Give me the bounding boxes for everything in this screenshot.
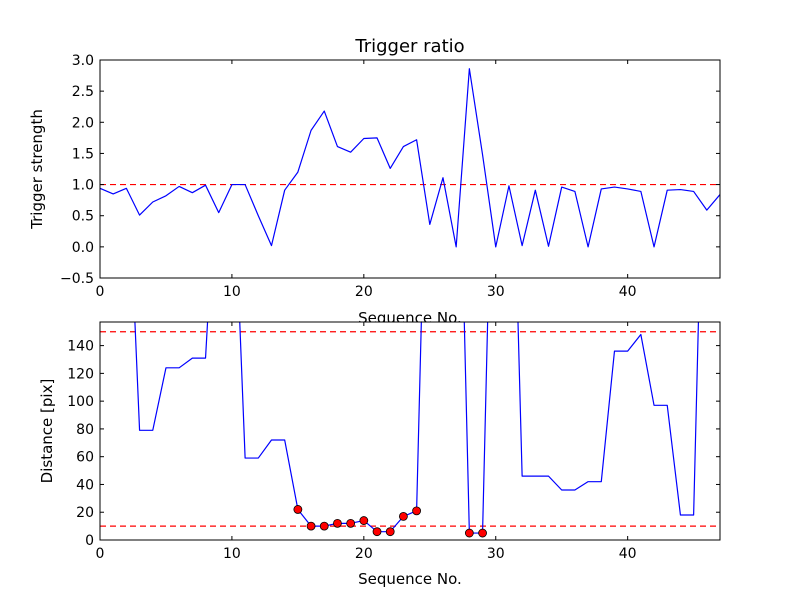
top-x-tick-label: 20	[355, 284, 373, 300]
top-chart: 0 10 20 30 40 −0.5 0.0 0.5 1.0 1.5 2.0 2.5 3.0 Trigg…	[28, 36, 721, 327]
bottom-data-point-marker	[478, 528, 487, 538]
bottom-x-tick-label: 40	[619, 546, 637, 562]
bottom-data-point-marker	[359, 516, 369, 525]
top-x-tick-label: 30	[487, 284, 505, 300]
bottom-plot-area	[100, 322, 720, 540]
bottom-y-tick-label: 120	[67, 366, 94, 382]
top-y-axis-label: Trigger strength	[28, 109, 46, 230]
top-plot-frame	[99, 59, 721, 279]
bottom-x-tick-label: 0	[96, 546, 105, 562]
top-y-tick-label: 3.0	[72, 53, 94, 69]
bottom-data-point-marker	[293, 505, 303, 514]
bottom-data-point-marker	[333, 518, 342, 528]
bottom-chart: 0 10 20 30 40 0 20 40 60 80 100 120 140 Sequence No.…	[38, 321, 721, 588]
bottom-x-tick-label: 20	[355, 546, 373, 562]
bottom-y-tick-label: 20	[76, 505, 94, 521]
bottom-x-axis-label: Sequence No.	[358, 570, 462, 588]
bottom-series-line	[134, 322, 700, 534]
bottom-y-tick-label: 140	[67, 339, 94, 355]
top-plot-area	[100, 60, 720, 278]
bottom-y-tick-label: 0	[85, 533, 94, 549]
bottom-y-axis-label: Distance [pix]	[38, 379, 56, 484]
bottom-y-tick-label: 60	[76, 450, 94, 466]
bottom-y-tick-label: 40	[76, 477, 94, 493]
top-y-tick-label: 2.0	[72, 115, 94, 131]
top-y-tick-label: −0.5	[60, 271, 94, 287]
top-y-tick-label: 0.0	[72, 240, 94, 256]
top-x-tick-label: 40	[619, 284, 637, 300]
top-y-tick-label: 2.5	[72, 84, 94, 100]
bottom-data-point-marker	[412, 506, 421, 516]
bottom-data-point-marker	[319, 521, 329, 531]
bottom-data-point-marker	[385, 527, 395, 537]
top-x-tick-label: 10	[223, 284, 241, 300]
top-x-tick-label: 0	[96, 284, 105, 300]
top-y-tick-label: 0.5	[72, 209, 94, 225]
top-y-tick-label: 1.5	[72, 146, 94, 162]
bottom-data-point-marker	[346, 518, 356, 528]
bottom-data-point-marker	[464, 528, 474, 538]
bottom-y-tick-label: 80	[76, 422, 94, 438]
bottom-x-tick-label: 10	[223, 546, 241, 562]
bottom-data-point-marker	[306, 521, 316, 531]
top-chart-title: Trigger ratio	[354, 36, 464, 57]
bottom-data-point-marker	[399, 511, 408, 521]
bottom-plot-frame	[99, 321, 721, 541]
bottom-data-point-marker	[372, 527, 382, 537]
top-y-tick-label: 1.0	[72, 178, 94, 194]
bottom-y-tick-label: 100	[67, 394, 94, 410]
top-series-line	[100, 68, 720, 248]
bottom-x-tick-label: 30	[487, 546, 505, 562]
